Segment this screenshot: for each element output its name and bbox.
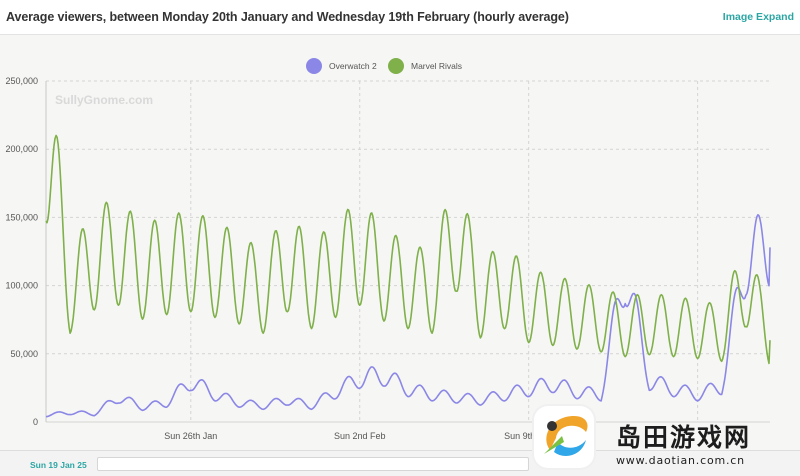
chart-header: Average viewers, between Monday 20th Jan… — [0, 0, 800, 35]
y-tick-label: 200,000 — [5, 144, 38, 154]
watermark-text: SullyGnome.com — [55, 93, 153, 107]
y-tick-label: 100,000 — [5, 281, 38, 291]
chart-legend: Overwatch 2 Marvel Rivals — [306, 58, 462, 74]
logo-mark-icon — [544, 416, 588, 456]
x-tick-label: Sun 2nd Feb — [334, 431, 386, 441]
y-tick-label: 0 — [33, 417, 38, 427]
logo-brand-text: 岛田游戏网 — [616, 423, 752, 452]
y-tick-label: 250,000 — [5, 76, 38, 86]
range-start-label: Sun 19 Jan 25 — [30, 460, 87, 470]
series-line-overwatch — [45, 214, 771, 418]
grid-lines — [45, 80, 770, 423]
chart-title: Average viewers, between Monday 20th Jan… — [6, 10, 569, 24]
line-chart: 0 50,000 100,000 150,000 200,000 250,000 Sun … — [5, 58, 771, 441]
y-tick-label: 150,000 — [5, 212, 38, 222]
chart-area: 0 50,000 100,000 150,000 200,000 250,000 Sun … — [0, 35, 800, 450]
legend-label: Overwatch 2 — [329, 61, 377, 71]
x-axis-ticks: Sun 26th Jan Sun 2nd Feb Sun 9th Feb — [164, 431, 553, 441]
legend-swatch — [388, 58, 404, 74]
y-axis-ticks: 0 50,000 100,000 150,000 200,000 250,000 — [5, 76, 38, 427]
x-tick-label: Sun 26th Jan — [164, 431, 217, 441]
range-footer: Sun 19 Jan 25 — [0, 450, 800, 476]
date-range-slider[interactable] — [97, 457, 529, 471]
site-logo: 岛田游戏网 www.daotian.com.cn — [530, 400, 800, 475]
image-expand-link[interactable]: Image Expand — [722, 11, 794, 23]
y-tick-label: 50,000 — [10, 349, 38, 359]
x-tick-label: Sun 9th Feb — [504, 431, 553, 441]
logo-url-text: www.daotian.com.cn — [616, 454, 745, 467]
series-line-marvel — [45, 134, 771, 365]
series-lines — [45, 134, 771, 418]
legend-swatch — [306, 58, 322, 74]
legend-label: Marvel Rivals — [411, 61, 462, 71]
logo-badge-icon — [534, 406, 594, 468]
